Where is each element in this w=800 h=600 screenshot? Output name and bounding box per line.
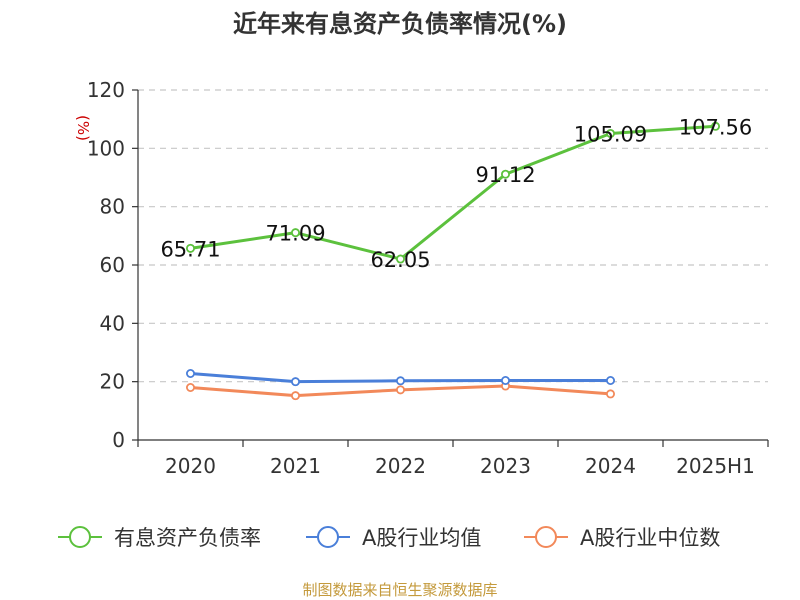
y-tick-label: 40 xyxy=(100,311,125,335)
x-tick-label: 2020 xyxy=(165,454,216,478)
x-tick-label: 2023 xyxy=(480,454,531,478)
legend-label: A股行业均值 xyxy=(362,526,481,550)
x-tick-label: 2025H1 xyxy=(676,454,755,478)
legend-label: A股行业中位数 xyxy=(580,526,720,550)
data-point xyxy=(606,375,616,385)
source-note: 制图数据来自恒生聚源数据库 xyxy=(302,581,497,599)
y-axis-unit: (%) xyxy=(74,115,92,141)
data-label: 65.71 xyxy=(160,237,220,261)
series-lines xyxy=(185,121,721,401)
data-point xyxy=(185,382,195,392)
y-tick-label: 60 xyxy=(100,253,125,277)
data-point xyxy=(185,243,195,253)
data-point xyxy=(395,385,405,395)
data-point xyxy=(500,169,510,179)
data-label: 107.56 xyxy=(679,115,752,139)
data-label: 62.05 xyxy=(370,248,430,272)
data-label: 105.09 xyxy=(574,122,647,146)
data-point xyxy=(606,389,616,399)
data-labels: 65.71 71.09 62.05 91.12 105.09 107.56 xyxy=(160,115,752,272)
legend-marker-icon xyxy=(69,526,91,548)
legend: 有息资产负债率 A股行业均值 A股行业中位数 xyxy=(58,526,720,550)
x-tick-label: 2021 xyxy=(270,454,321,478)
gridlines xyxy=(138,89,768,383)
y-tick-label: 0 xyxy=(112,428,125,452)
legend-marker-icon xyxy=(535,526,557,548)
axes: 0 20 40 60 80 100 120 2020 2021 2022 2023 2024 2025H… xyxy=(87,78,769,478)
data-point xyxy=(290,377,300,387)
data-point xyxy=(185,368,195,378)
series-line xyxy=(189,124,717,261)
data-label: 71.09 xyxy=(265,222,325,246)
data-point xyxy=(395,376,405,386)
x-tick-label: 2022 xyxy=(375,454,426,478)
data-point xyxy=(606,128,616,138)
y-tick-label: 20 xyxy=(100,370,125,394)
data-point xyxy=(290,391,300,401)
data-point xyxy=(290,228,300,238)
x-tick-label: 2024 xyxy=(585,454,636,478)
y-tick-label: 80 xyxy=(100,195,125,219)
data-point xyxy=(711,121,721,131)
y-tick-label: 100 xyxy=(87,136,125,160)
legend-marker-icon xyxy=(317,526,339,548)
chart-title: 近年来有息资产负债率情况(%) xyxy=(233,10,567,38)
data-point xyxy=(395,254,405,264)
y-tick-label: 120 xyxy=(87,78,125,102)
data-point xyxy=(500,375,510,385)
legend-label: 有息资产负债率 xyxy=(114,526,261,550)
data-label: 91.12 xyxy=(475,163,535,187)
